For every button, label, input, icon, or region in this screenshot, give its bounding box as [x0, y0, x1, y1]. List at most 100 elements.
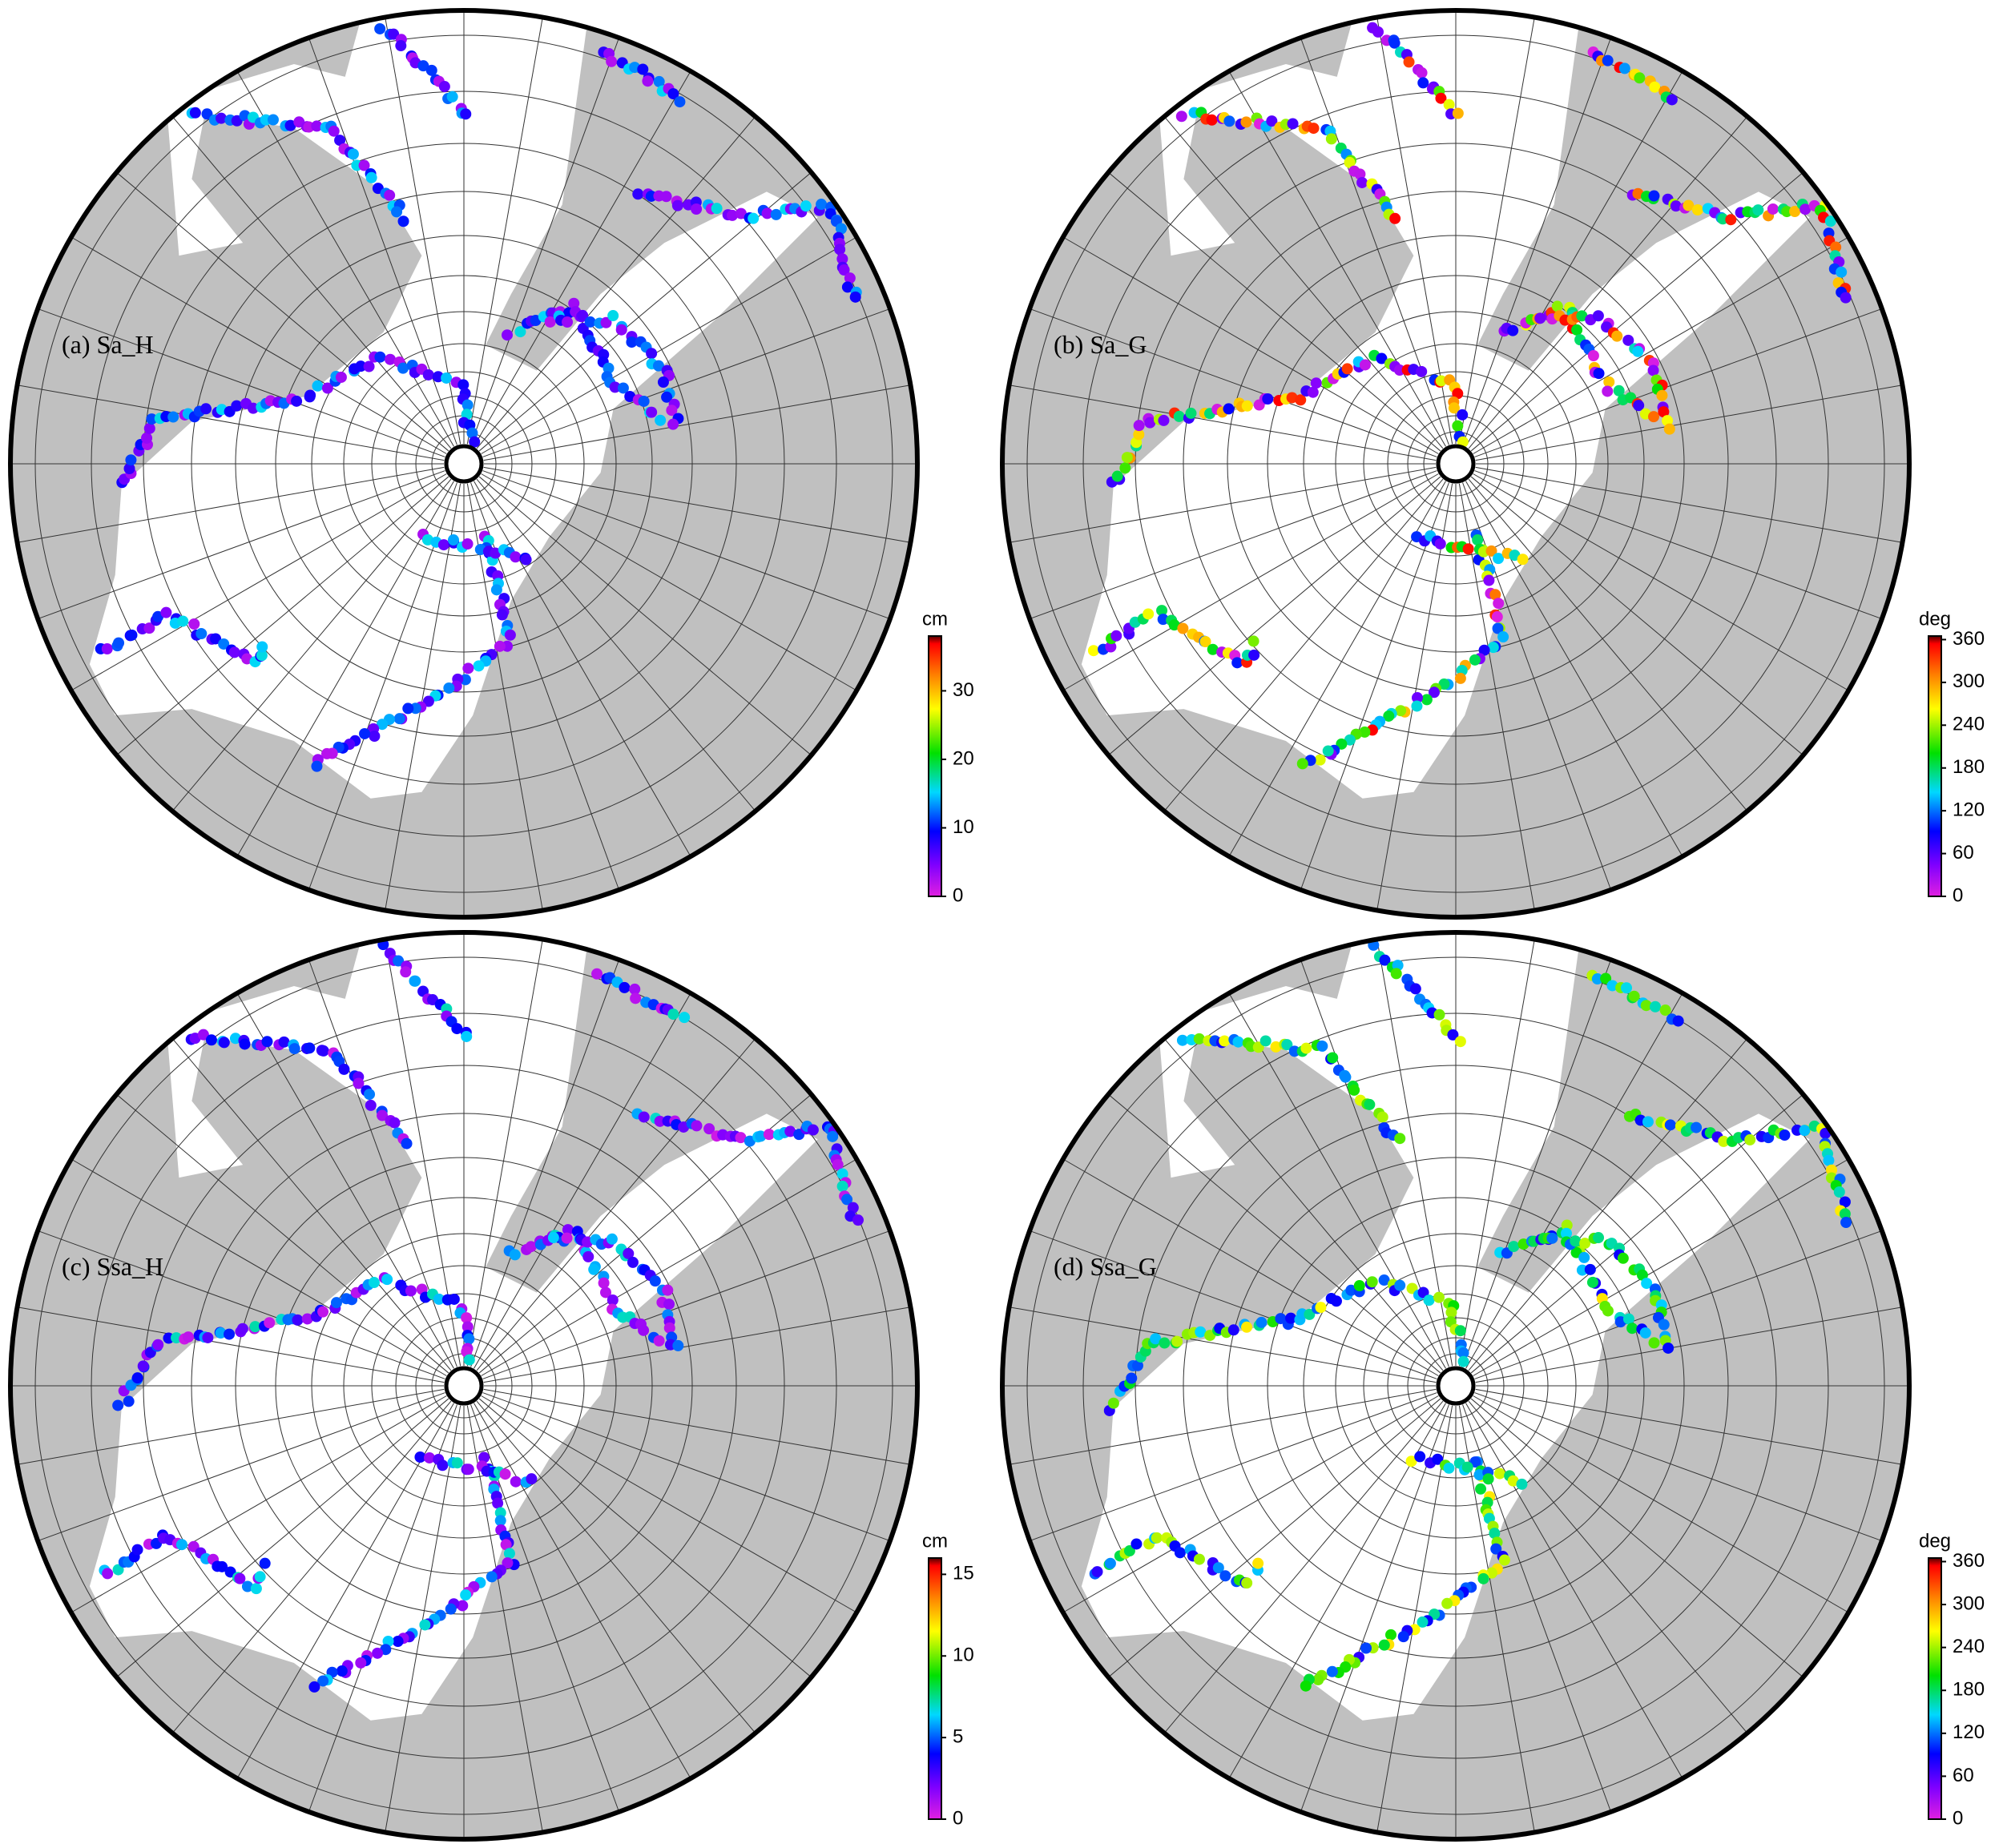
station-dot — [160, 606, 172, 618]
panel-label: (d) Ssa_G — [1054, 1252, 1157, 1281]
station-dot — [205, 1034, 217, 1046]
station-dot — [655, 414, 667, 426]
station-dot — [496, 609, 508, 621]
station-dot — [629, 983, 641, 995]
station-dot — [1561, 1219, 1573, 1231]
map-border — [1000, 8, 1912, 920]
station-dot — [1663, 423, 1675, 435]
station-dot — [123, 1395, 135, 1407]
station-dot — [365, 171, 377, 183]
colorbar-tick-label: 5 — [953, 1725, 963, 1747]
colorbar-tick-label: 60 — [1953, 1765, 1974, 1786]
station-dot — [364, 1089, 376, 1101]
station-dot — [1593, 368, 1605, 380]
station-dot — [146, 413, 158, 425]
pole-cap — [444, 444, 484, 484]
station-dot — [1281, 1039, 1293, 1051]
station-dot — [1634, 72, 1646, 84]
station-dot — [1176, 1034, 1188, 1046]
pole-cap — [444, 1366, 484, 1406]
station-dot — [200, 403, 212, 415]
station-dot — [137, 1360, 149, 1372]
station-dot — [711, 203, 723, 215]
colorbar-tick-label: 10 — [953, 1645, 974, 1666]
station-dot — [1223, 403, 1235, 415]
map-border — [1000, 930, 1912, 1842]
station-dot — [1248, 649, 1260, 661]
station-dot — [438, 81, 450, 93]
station-dot — [425, 64, 437, 76]
station-dot — [499, 1468, 511, 1480]
station-dot — [250, 1583, 262, 1595]
station-dot — [1252, 1557, 1264, 1569]
station-dot — [1836, 266, 1848, 278]
station-dot — [502, 1557, 514, 1569]
station-dot — [460, 108, 472, 120]
station-dot — [490, 547, 502, 559]
station-dot — [1445, 1306, 1457, 1319]
parallel — [1134, 143, 1777, 785]
station-dot — [748, 212, 760, 224]
station-dot — [355, 360, 367, 372]
station-dot — [492, 1497, 504, 1509]
station-dot — [1383, 710, 1395, 722]
station-dot — [1641, 1278, 1653, 1290]
colorbar-tick-label: 120 — [1953, 1721, 1985, 1743]
station-dot — [463, 1333, 475, 1345]
station-dot — [667, 88, 679, 100]
station-dot — [460, 1589, 472, 1601]
station-dot — [838, 264, 850, 276]
station-dot — [264, 1317, 276, 1329]
station-dot — [1344, 734, 1356, 746]
station-dot — [1241, 400, 1253, 412]
station-dot — [847, 1202, 859, 1214]
station-dot — [1578, 1251, 1590, 1263]
station-dot — [1389, 212, 1401, 224]
station-dot — [1378, 1639, 1390, 1651]
station-dot — [1433, 1009, 1445, 1021]
station-dot — [1315, 1302, 1327, 1314]
station-dot — [462, 1464, 474, 1476]
station-dot — [317, 1675, 329, 1687]
station-dot — [321, 382, 333, 394]
station-dot — [336, 1665, 348, 1677]
station-dot — [1658, 1319, 1670, 1331]
parallel — [1407, 415, 1505, 513]
parallel — [371, 1293, 557, 1479]
station-dot — [514, 326, 526, 338]
station-dot — [1659, 1005, 1671, 1017]
station-dot — [1497, 631, 1509, 643]
station-dot — [1232, 1036, 1244, 1048]
station-dot — [1457, 1355, 1469, 1367]
station-dot — [461, 1312, 473, 1324]
station-dot — [691, 203, 703, 215]
station-dot — [1416, 365, 1428, 377]
station-dot — [457, 379, 470, 391]
station-dot — [1119, 462, 1131, 474]
station-dot — [1378, 1274, 1390, 1286]
station-dot — [1490, 1543, 1502, 1555]
station-dot — [661, 391, 673, 403]
station-dot — [1443, 99, 1455, 111]
station-dot — [317, 1306, 329, 1318]
station-dot — [1288, 1045, 1300, 1057]
parallel — [1363, 1293, 1549, 1479]
parallel — [1134, 1065, 1777, 1707]
station-dot — [1417, 1616, 1429, 1628]
station-dot — [374, 351, 386, 363]
colorbar-tick-label: 180 — [1953, 1679, 1985, 1701]
station-dot — [849, 291, 861, 303]
station-dot — [1359, 359, 1371, 371]
station-dot — [239, 110, 251, 122]
station-dot — [1416, 66, 1428, 79]
station-dot — [1478, 644, 1490, 656]
station-dot — [254, 1571, 266, 1583]
station-dot — [1247, 635, 1259, 647]
station-dot — [1435, 92, 1447, 104]
station-dot — [1823, 1154, 1835, 1166]
station-dot — [1168, 619, 1180, 631]
station-dot — [1219, 1570, 1231, 1582]
station-dot — [562, 316, 574, 328]
station-dot — [123, 463, 135, 475]
station-dot — [126, 629, 138, 641]
